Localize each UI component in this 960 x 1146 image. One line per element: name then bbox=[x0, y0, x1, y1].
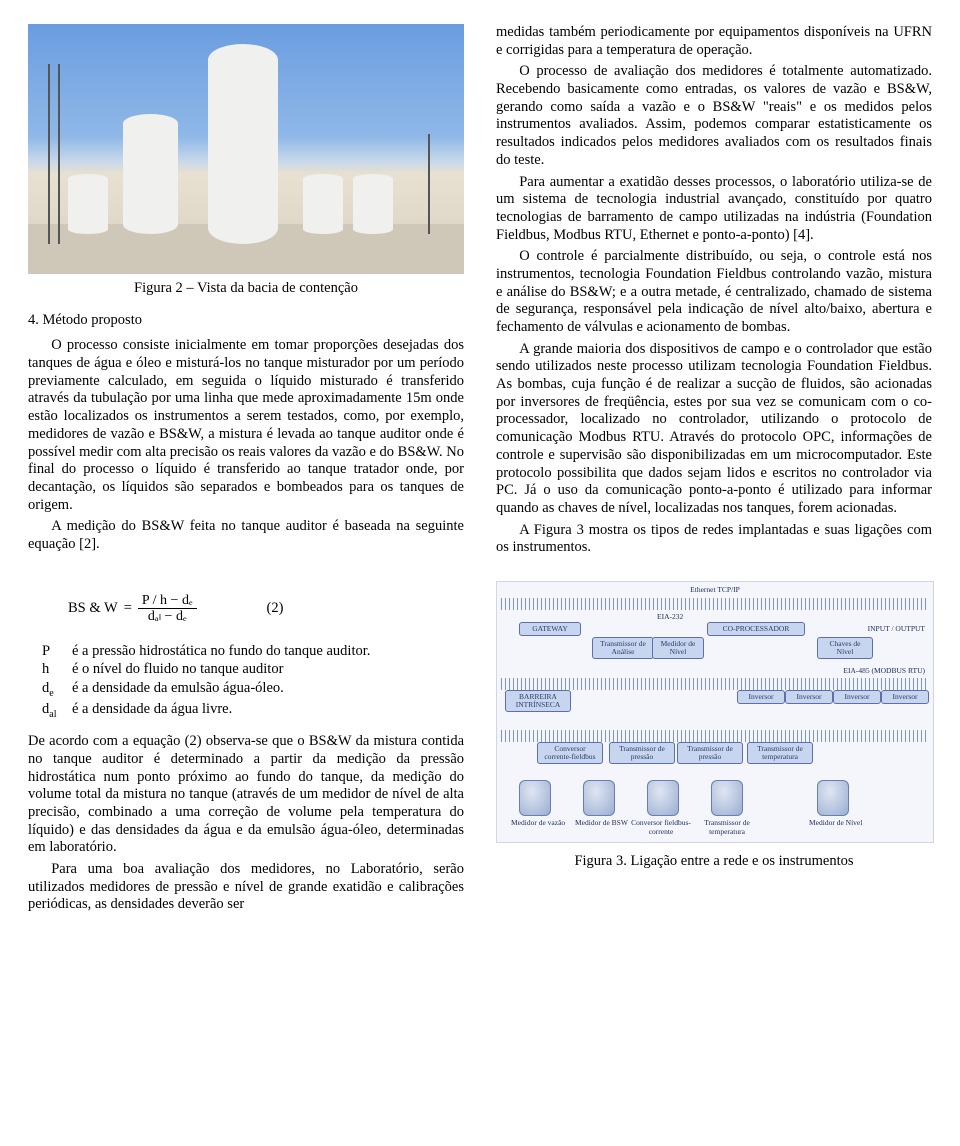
eq-equals: = bbox=[124, 600, 132, 618]
right-para2: O processo de avaliação dos medidores é … bbox=[496, 63, 932, 169]
right-para1: medidas também periodicamente por equipa… bbox=[496, 24, 932, 59]
node-trans-temp: Transmissor de temperatura bbox=[747, 742, 813, 764]
figure3-caption: Figura 3. Ligação entre a rede e os inst… bbox=[496, 853, 932, 871]
lbl-eia232: EIA-232 bbox=[657, 612, 683, 621]
figure3-diagram: Ethernet TCP/IP EIA-232 INPUT / OUTPUT G… bbox=[496, 581, 934, 843]
def-h: é o nível do fluido no tanque auditor bbox=[72, 661, 283, 679]
node-inversor-2: Inversor bbox=[785, 690, 833, 704]
lbl-eia485: EIA-485 (MODBUS RTU) bbox=[843, 666, 925, 675]
right-column: medidas também periodicamente por equipa… bbox=[496, 24, 932, 561]
lbl-inputoutput: INPUT / OUTPUT bbox=[868, 624, 925, 633]
dev-med-nivel bbox=[817, 780, 849, 816]
lbl-med-vazao: Medidor de vazão bbox=[511, 818, 565, 827]
top-columns: Figura 2 – Vista da bacia de contenção 4… bbox=[28, 24, 932, 561]
sym-dal: dal bbox=[42, 701, 64, 721]
figure2-caption: Figura 2 – Vista da bacia de contenção bbox=[28, 280, 464, 298]
node-inversor-3: Inversor bbox=[833, 690, 881, 704]
left-para1: O processo consiste inicialmente em toma… bbox=[28, 337, 464, 514]
node-trans-pressao2: Transmissor de pressão bbox=[677, 742, 743, 764]
node-chaves-nivel: Chaves de Nível bbox=[817, 637, 873, 659]
right-para3: Para aumentar a exatidão desses processo… bbox=[496, 174, 932, 245]
node-med-nivel: Medidor de Nível bbox=[652, 637, 704, 659]
left-bottom-column: BS & W = P / h − dₑ dₐₗ − dₑ (2) Pé a pr… bbox=[28, 575, 464, 918]
figure2-photo bbox=[28, 24, 464, 274]
bottom-columns: BS & W = P / h − dₑ dₐₗ − dₑ (2) Pé a pr… bbox=[28, 575, 932, 918]
dev-trans-temp bbox=[711, 780, 743, 816]
node-trans-pressao: Transmissor de pressão bbox=[609, 742, 675, 764]
dev-conv-fc bbox=[647, 780, 679, 816]
lbl-conv-fc: Conversor fieldbus-corrente bbox=[631, 818, 691, 836]
lbl-ethernet: Ethernet TCP/IP bbox=[690, 585, 740, 594]
dev-med-vazao bbox=[519, 780, 551, 816]
node-trans-analise: Transmissor de Análise bbox=[592, 637, 654, 659]
eq-denominator: dₐₗ − dₑ bbox=[144, 609, 191, 624]
equation-2: BS & W = P / h − dₑ dₐₗ − dₑ (2) bbox=[68, 593, 464, 625]
section4-title: 4. Método proposto bbox=[28, 312, 464, 330]
right-para4: O controle é parcialmente distribuído, o… bbox=[496, 248, 932, 336]
def-de: é a densidade da emulsão água-óleo. bbox=[72, 680, 284, 700]
def-P: é a pressão hidrostática no fundo do tan… bbox=[72, 643, 370, 661]
right-para5: A grande maioria dos dispositivos de cam… bbox=[496, 341, 932, 518]
left-column: Figura 2 – Vista da bacia de contenção 4… bbox=[28, 24, 464, 561]
lbl-med-bsw: Medidor de BSW bbox=[575, 818, 628, 827]
node-coproc: CO-PROCESSADOR bbox=[707, 622, 805, 636]
right-bottom-column: Ethernet TCP/IP EIA-232 INPUT / OUTPUT G… bbox=[496, 575, 932, 918]
sym-de: de bbox=[42, 680, 64, 700]
def-dal: é a densidade da água livre. bbox=[72, 701, 232, 721]
eq-lhs: BS & W bbox=[68, 600, 118, 618]
left-para4: Para uma boa avaliação dos medidores, no… bbox=[28, 861, 464, 914]
eq-numerator: P / h − dₑ bbox=[138, 593, 197, 609]
sym-P: P bbox=[42, 643, 64, 661]
right-para6: A Figura 3 mostra os tipos de redes impl… bbox=[496, 522, 932, 557]
symbol-definitions: Pé a pressão hidrostática no fundo do ta… bbox=[42, 643, 464, 722]
node-inversor-4: Inversor bbox=[881, 690, 929, 704]
node-conv-cf: Conversor corrente-fieldbus bbox=[537, 742, 603, 764]
eq-label: (2) bbox=[267, 600, 284, 618]
left-para2: A medição do BS&W feita no tanque audito… bbox=[28, 518, 464, 553]
node-barreira: BARREIRA INTRÍNSECA bbox=[505, 690, 571, 712]
dev-med-bsw bbox=[583, 780, 615, 816]
lbl-trans-temp: Transmissor de temperatura bbox=[697, 818, 757, 836]
sym-h: h bbox=[42, 661, 64, 679]
left-para3: De acordo com a equação (2) observa-se q… bbox=[28, 733, 464, 857]
node-inversor-1: Inversor bbox=[737, 690, 785, 704]
node-gateway: GATEWAY bbox=[519, 622, 581, 636]
lbl-med-nivel2: Medidor de Nível bbox=[809, 818, 862, 827]
eq-fraction: P / h − dₑ dₐₗ − dₑ bbox=[138, 593, 197, 625]
